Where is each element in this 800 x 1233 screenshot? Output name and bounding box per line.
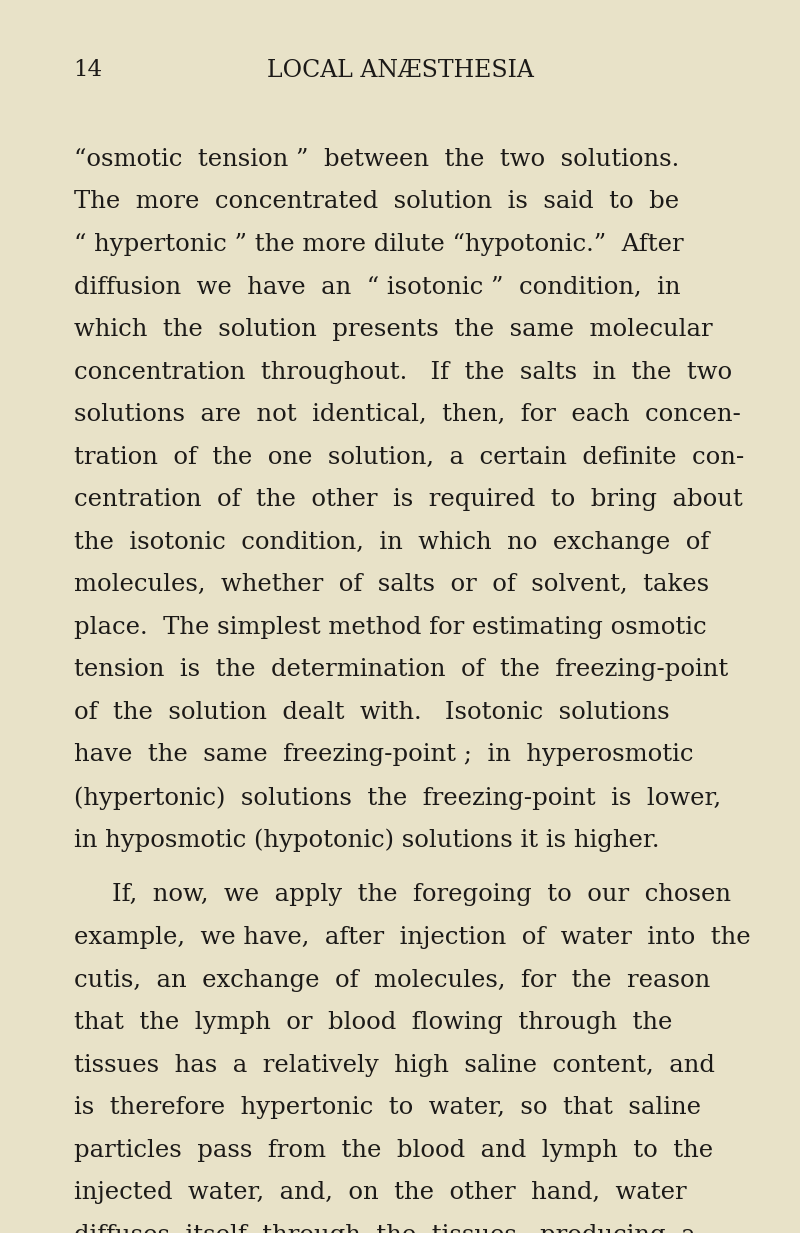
Text: tension  is  the  determination  of  the  freezing-point: tension is the determination of the free… [74, 658, 728, 682]
Text: tration  of  the  one  solution,  a  certain  definite  con-: tration of the one solution, a certain d… [74, 445, 744, 469]
Text: tissues  has  a  relatively  high  saline  content,  and: tissues has a relatively high saline con… [74, 1053, 714, 1076]
Text: have  the  same  freezing-point ;  in  hyperosmotic: have the same freezing-point ; in hypero… [74, 743, 693, 767]
Text: solutions  are  not  identical,  then,  for  each  concen-: solutions are not identical, then, for e… [74, 403, 741, 427]
Text: If,  now,  we  apply  the  foregoing  to  our  chosen: If, now, we apply the foregoing to our c… [112, 883, 731, 906]
Text: (hypertonic)  solutions  the  freezing-point  is  lower,: (hypertonic) solutions the freezing-poin… [74, 785, 721, 810]
Text: example,  we have,  after  injection  of  water  into  the: example, we have, after injection of wat… [74, 926, 750, 949]
Text: “osmotic  tension ”  between  the  two  solutions.: “osmotic tension ” between the two solut… [74, 148, 679, 171]
Text: The  more  concentrated  solution  is  said  to  be: The more concentrated solution is said t… [74, 190, 678, 213]
Text: particles  pass  from  the  blood  and  lymph  to  the: particles pass from the blood and lymph … [74, 1138, 713, 1161]
Text: 14: 14 [74, 59, 102, 81]
Text: centration  of  the  other  is  required  to  bring  about: centration of the other is required to b… [74, 488, 742, 512]
Text: concentration  throughout.   If  the  salts  in  the  two: concentration throughout. If the salts i… [74, 360, 732, 383]
Text: place.  The simplest method for estimating osmotic: place. The simplest method for estimatin… [74, 615, 706, 639]
Text: diffuses  itself  through  the  tissues,  producing  a: diffuses itself through the tissues, pro… [74, 1223, 695, 1233]
Text: molecules,  whether  of  salts  or  of  solvent,  takes: molecules, whether of salts or of solven… [74, 573, 709, 597]
Text: of  the  solution  dealt  with.   Isotonic  solutions: of the solution dealt with. Isotonic sol… [74, 700, 670, 724]
Text: cutis,  an  exchange  of  molecules,  for  the  reason: cutis, an exchange of molecules, for the… [74, 968, 710, 991]
Text: the  isotonic  condition,  in  which  no  exchange  of: the isotonic condition, in which no exch… [74, 530, 709, 554]
Text: is  therefore  hypertonic  to  water,  so  that  saline: is therefore hypertonic to water, so tha… [74, 1096, 701, 1120]
Text: LOCAL ANÆSTHESIA: LOCAL ANÆSTHESIA [266, 59, 534, 83]
Text: which  the  solution  presents  the  same  molecular: which the solution presents the same mol… [74, 318, 712, 342]
Text: “ hypertonic ” the more dilute “hypotonic.”  After: “ hypertonic ” the more dilute “hypotoni… [74, 233, 683, 256]
Text: in hyposmotic (hypotonic) solutions it is higher.: in hyposmotic (hypotonic) solutions it i… [74, 829, 659, 852]
Text: injected  water,  and,  on  the  other  hand,  water: injected water, and, on the other hand, … [74, 1181, 686, 1205]
Text: diffusion  we  have  an  “ isotonic ”  condition,  in: diffusion we have an “ isotonic ” condit… [74, 275, 680, 298]
Text: that  the  lymph  or  blood  flowing  through  the: that the lymph or blood flowing through … [74, 1011, 672, 1034]
